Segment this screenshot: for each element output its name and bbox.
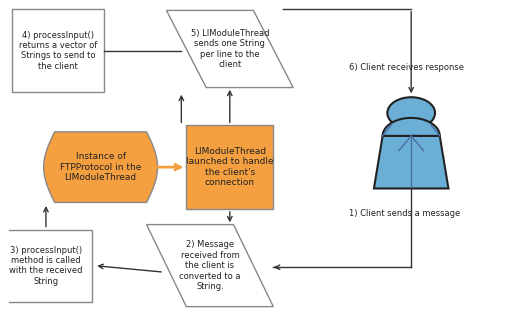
Text: 4) processInput()
returns a vector of
Strings to send to
the client: 4) processInput() returns a vector of St…: [19, 30, 97, 71]
Text: 1) Client sends a message: 1) Client sends a message: [349, 209, 460, 217]
Text: LIModuleThread
launched to handle
the client's
connection: LIModuleThread launched to handle the cl…: [186, 147, 274, 187]
Polygon shape: [166, 10, 293, 87]
Text: 2) Message
received from
the client is
converted to a
String.: 2) Message received from the client is c…: [179, 240, 241, 291]
Polygon shape: [147, 224, 273, 307]
FancyBboxPatch shape: [187, 125, 273, 209]
Polygon shape: [44, 132, 158, 203]
Polygon shape: [374, 136, 449, 188]
FancyBboxPatch shape: [12, 9, 104, 92]
Text: 3) processInput()
method is called
with the received
String: 3) processInput() method is called with …: [9, 246, 83, 286]
Polygon shape: [383, 118, 440, 136]
Circle shape: [387, 97, 435, 129]
Text: Instance of
FTPProtocol in the
LIModuleThread: Instance of FTPProtocol in the LIModuleT…: [60, 152, 141, 182]
FancyBboxPatch shape: [0, 229, 92, 302]
Text: 5) LIModuleThread
sends one String
per line to the
client: 5) LIModuleThread sends one String per l…: [191, 29, 269, 69]
Text: 6) Client receives response: 6) Client receives response: [349, 63, 464, 71]
